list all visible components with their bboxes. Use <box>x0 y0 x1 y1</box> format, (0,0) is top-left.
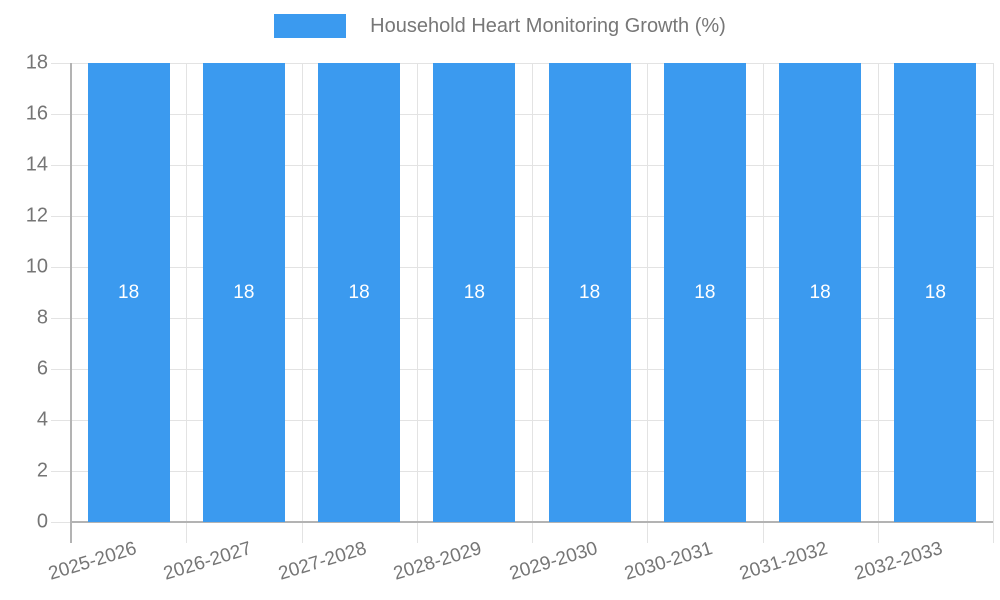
v-gridline <box>762 63 764 543</box>
bar-value-label: 18 <box>694 281 716 303</box>
y-tick-label: 14 <box>25 153 48 176</box>
bar-value-label: 18 <box>233 281 255 303</box>
y-tick-label: 16 <box>25 102 48 125</box>
bar-value-label: 18 <box>809 281 831 303</box>
y-tick-label: 10 <box>25 255 48 278</box>
y-axis-tick <box>51 522 71 523</box>
y-axis-tick <box>51 267 71 268</box>
y-axis-tick <box>51 420 71 421</box>
v-gridline <box>877 63 879 543</box>
y-axis-tick <box>51 369 71 370</box>
v-gridline <box>301 63 303 543</box>
y-tick-label: 12 <box>25 204 48 227</box>
y-axis-tick <box>51 114 71 115</box>
bar-value-label: 18 <box>348 281 370 303</box>
bar[interactable]: 18 <box>548 63 631 522</box>
y-axis-tick <box>51 471 71 472</box>
bar[interactable]: 18 <box>202 63 285 522</box>
legend[interactable]: Household Heart Monitoring Growth (%) <box>0 14 1000 38</box>
v-gridline <box>993 63 994 543</box>
legend-label: Household Heart Monitoring Growth (%) <box>370 15 726 37</box>
bar[interactable]: 18 <box>779 63 862 522</box>
bar-value-label: 18 <box>463 281 485 303</box>
bar[interactable]: 18 <box>894 63 977 522</box>
y-tick-label: 0 <box>36 510 48 533</box>
bar-value-label: 18 <box>579 281 601 303</box>
y-tick-label: 4 <box>36 408 48 431</box>
bar-value-label: 18 <box>118 281 140 303</box>
v-gridline <box>416 63 418 543</box>
bar[interactable]: 18 <box>87 63 170 522</box>
y-tick-label: 18 <box>25 51 48 74</box>
x-axis-line <box>71 521 993 523</box>
y-axis-tick <box>51 165 71 166</box>
bar[interactable]: 18 <box>318 63 401 522</box>
y-axis-tick <box>51 318 71 319</box>
y-axis-tick <box>51 63 71 64</box>
bar[interactable]: 18 <box>663 63 746 522</box>
y-tick-label: 6 <box>36 357 48 380</box>
y-tick-label: 2 <box>36 459 48 482</box>
y-axis-line <box>70 63 72 543</box>
bar-value-label: 18 <box>924 281 946 303</box>
v-gridline <box>186 63 188 543</box>
legend-swatch <box>274 14 347 38</box>
v-gridline <box>647 63 649 543</box>
bar[interactable]: 18 <box>433 63 516 522</box>
y-axis-tick <box>51 216 71 217</box>
v-gridline <box>532 63 533 543</box>
y-tick-label: 8 <box>36 306 48 329</box>
